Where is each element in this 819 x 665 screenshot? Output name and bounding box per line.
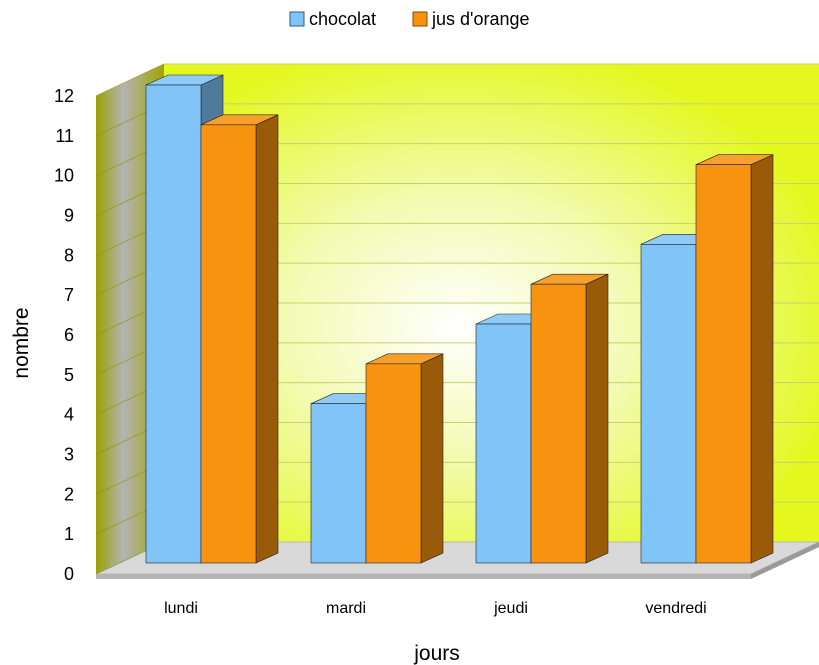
y-tick-label: 8 [64,245,74,265]
legend-swatch-jus-d-orange [412,11,428,27]
legend-item-jus-d-orange[interactable]: jus d'orange [412,9,530,29]
gridline [95,63,819,97]
y-tick-label: 4 [64,405,74,425]
x-axis: lundi mardi jeudi vendredi [164,600,707,617]
y-axis-title: nombre [10,307,33,378]
y-tick-label: 3 [64,445,74,465]
legend-label-jus-d-orange: jus d'orange [431,9,530,29]
bar[interactable] [200,114,279,564]
x-tick-label: lundi [164,600,198,617]
y-tick-label: 10 [54,166,74,186]
y-tick-label: 9 [64,206,74,226]
x-axis-title: jours [413,642,460,665]
y-tick-label: 2 [64,484,74,504]
y-tick-label: 5 [64,365,74,385]
y-tick-label: 6 [64,325,74,345]
x-tick-label: vendredi [645,600,706,617]
legend-item-chocolat[interactable]: chocolat [289,9,376,29]
y-tick-label: 1 [64,524,74,544]
floor-edge-side [751,542,819,579]
y-tick-label: 0 [64,564,74,584]
y-tick-label: 7 [64,285,74,305]
legend-swatch-chocolat [289,11,305,27]
legend-label-chocolat: chocolat [309,9,376,29]
bar[interactable] [530,273,609,564]
y-tick-label: 12 [54,86,74,106]
x-tick-label: mardi [326,600,366,617]
bar[interactable] [365,353,444,564]
bars [145,74,774,564]
floor-edge [96,574,751,579]
x-tick-label: jeudi [493,600,528,617]
y-tick-label: 11 [55,126,74,146]
bar[interactable] [695,154,774,564]
legend: chocolat jus d'orange [289,9,530,29]
